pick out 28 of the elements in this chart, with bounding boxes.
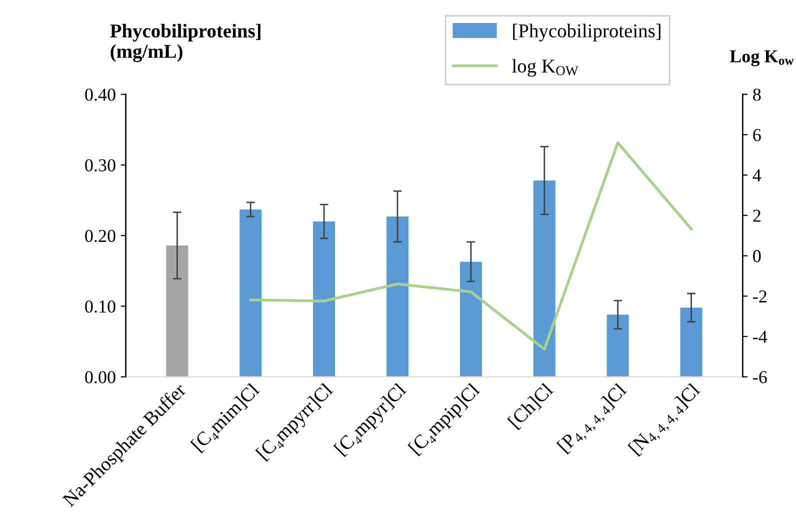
y-tick-label: 0.10 <box>85 300 116 313</box>
bar <box>313 221 336 377</box>
y-axis-title: Phycobiliproteins] (mg/mL) <box>110 24 260 62</box>
y2-tick-label: -6 <box>753 371 767 384</box>
y2-axis-title: Log K$_{ow}$ <box>730 50 794 66</box>
bar <box>680 308 702 377</box>
bar <box>460 262 482 377</box>
y-tick-label: 0.30 <box>85 159 116 172</box>
line-series <box>249 141 693 351</box>
y2-tick-label: 0 <box>753 250 761 262</box>
y-tick-label: 0.00 <box>85 371 116 384</box>
legend-label: log K$_{OW}$ <box>512 58 578 77</box>
y2-tick-label: -2 <box>753 290 766 302</box>
y2-tick-label: 4 <box>752 169 762 182</box>
x-tick-label: [P$_{4,4,4,4}$]Cl <box>556 382 627 454</box>
bar <box>166 245 188 377</box>
y2-tick-label: -4 <box>753 330 768 343</box>
y-tick-label: 0.20 <box>85 230 116 242</box>
bar <box>386 216 409 377</box>
y2-tick-label: 6 <box>753 129 761 142</box>
legend-label: [Phycobiliproteins] <box>513 24 660 42</box>
bar <box>240 209 262 377</box>
bar <box>606 314 629 377</box>
y2-tick-label: 8 <box>753 88 761 101</box>
x-tick-label: [N$_{4,4,4,4}$]Cl <box>628 382 704 458</box>
y-tick-label: 0.40 <box>85 88 116 101</box>
y2-tick-label: 2 <box>753 210 760 222</box>
bar <box>533 180 556 377</box>
